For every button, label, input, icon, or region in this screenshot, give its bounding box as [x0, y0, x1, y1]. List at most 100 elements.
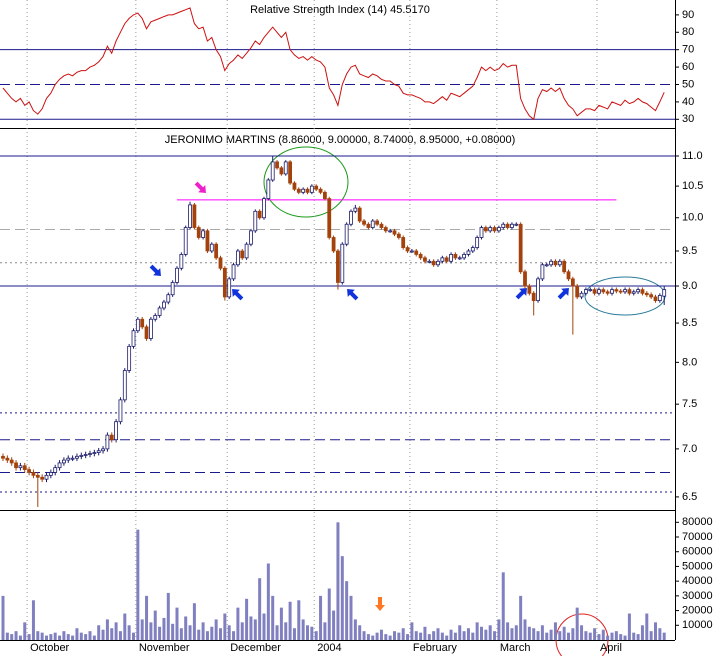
volume-bar — [110, 628, 114, 640]
volume-bar — [436, 628, 440, 640]
candle-body — [662, 289, 667, 297]
volume-bar — [640, 625, 644, 640]
volume-bar — [584, 631, 588, 640]
candle-body — [18, 465, 23, 469]
rsi-line — [2, 7, 665, 121]
volume-bar — [58, 635, 62, 640]
y-tick-label: 50 — [682, 78, 694, 90]
y-tick-label: 10.0 — [682, 212, 703, 224]
candle-body — [279, 167, 284, 175]
candle-body — [305, 188, 310, 193]
volume-bar — [588, 632, 592, 640]
y-tick-label: 40000 — [682, 575, 713, 587]
volume-bar — [397, 632, 401, 640]
candle-body — [331, 237, 336, 252]
candle-body — [444, 257, 449, 262]
volume-bar — [423, 626, 427, 640]
volume-bar — [345, 581, 349, 640]
volume-bar — [149, 622, 153, 640]
arrow — [347, 289, 359, 301]
volume-bar — [201, 622, 205, 640]
volume-bar — [449, 629, 453, 640]
candle-body — [440, 257, 445, 262]
candle-body — [592, 289, 597, 294]
candle-body — [48, 472, 53, 476]
candle-body — [148, 318, 153, 339]
volume-bar — [205, 631, 209, 640]
volume-bar — [567, 632, 570, 640]
volume-bar — [288, 601, 292, 640]
volume-bar — [332, 610, 336, 640]
volume-bar — [262, 613, 266, 640]
volume-bar — [353, 619, 357, 640]
candle-body — [179, 254, 184, 269]
volume-bar — [532, 628, 536, 640]
volume-bar — [219, 628, 222, 640]
y-tick-label: 80 — [682, 26, 694, 38]
volume-bar — [314, 631, 318, 640]
volume-bar — [414, 631, 418, 640]
volume-bar — [379, 629, 383, 640]
candle-body — [370, 220, 375, 228]
candle-body — [566, 271, 571, 280]
candle-body — [618, 290, 623, 293]
volume-bar — [627, 613, 631, 640]
candle-body — [409, 250, 414, 253]
y-tick-label: 20000 — [682, 604, 713, 616]
candle-body — [209, 243, 214, 252]
volume-bar — [571, 628, 575, 640]
candle-body — [35, 474, 40, 478]
volume-bar — [375, 632, 379, 640]
candle-body — [235, 250, 240, 266]
volume-bar — [540, 625, 544, 640]
volume-bar — [14, 631, 18, 640]
volume-bar — [619, 634, 623, 640]
y-tick-label: 10.5 — [682, 180, 703, 192]
volume-bar — [580, 625, 584, 640]
volume-bar — [258, 578, 262, 640]
volume-bar — [88, 631, 92, 640]
candle-body — [544, 264, 549, 267]
price-title: JERONIMO MARTINS (8.86000, 9.00000, 8.74… — [165, 134, 515, 146]
candle-body — [231, 264, 236, 280]
volume-bar — [79, 632, 83, 640]
volume-bar — [323, 622, 327, 640]
candle-body — [96, 450, 101, 453]
volume-bar — [545, 632, 549, 640]
volume-bar — [75, 628, 79, 640]
volume-bar — [614, 631, 618, 640]
candle-body — [353, 207, 358, 212]
volume-bar — [484, 629, 488, 640]
y-tick-label: 8.0 — [682, 356, 697, 368]
y-tick-label: 70 — [682, 44, 694, 56]
candle-body — [379, 223, 384, 228]
volume-bar — [597, 634, 601, 640]
candle-body — [579, 292, 584, 298]
candle-body — [436, 260, 440, 266]
volume-bar — [610, 632, 614, 640]
volume-bar — [214, 619, 218, 640]
candle-body — [166, 294, 171, 303]
y-tick-label: 60000 — [682, 546, 713, 558]
candle-body — [475, 237, 480, 248]
volume-bar — [427, 634, 431, 640]
volume-bar — [145, 595, 149, 640]
candle-body — [14, 462, 18, 469]
volume-bar — [593, 628, 597, 640]
candle-body — [288, 161, 293, 184]
candle-body — [449, 254, 453, 262]
candle-body — [649, 294, 654, 298]
volume-bar — [319, 595, 323, 640]
y-tick-label: 11.0 — [682, 150, 703, 162]
x-tick-label: December — [230, 642, 281, 654]
candle-body — [266, 179, 271, 199]
volume-bar — [562, 626, 566, 640]
candle-body — [296, 188, 301, 193]
candle-body — [222, 267, 227, 298]
volume-bar — [327, 588, 331, 640]
volume-bar — [514, 625, 518, 640]
candle-body — [466, 250, 471, 255]
candle-body — [375, 220, 380, 225]
candle-body — [527, 285, 532, 294]
candle-body — [127, 345, 132, 371]
